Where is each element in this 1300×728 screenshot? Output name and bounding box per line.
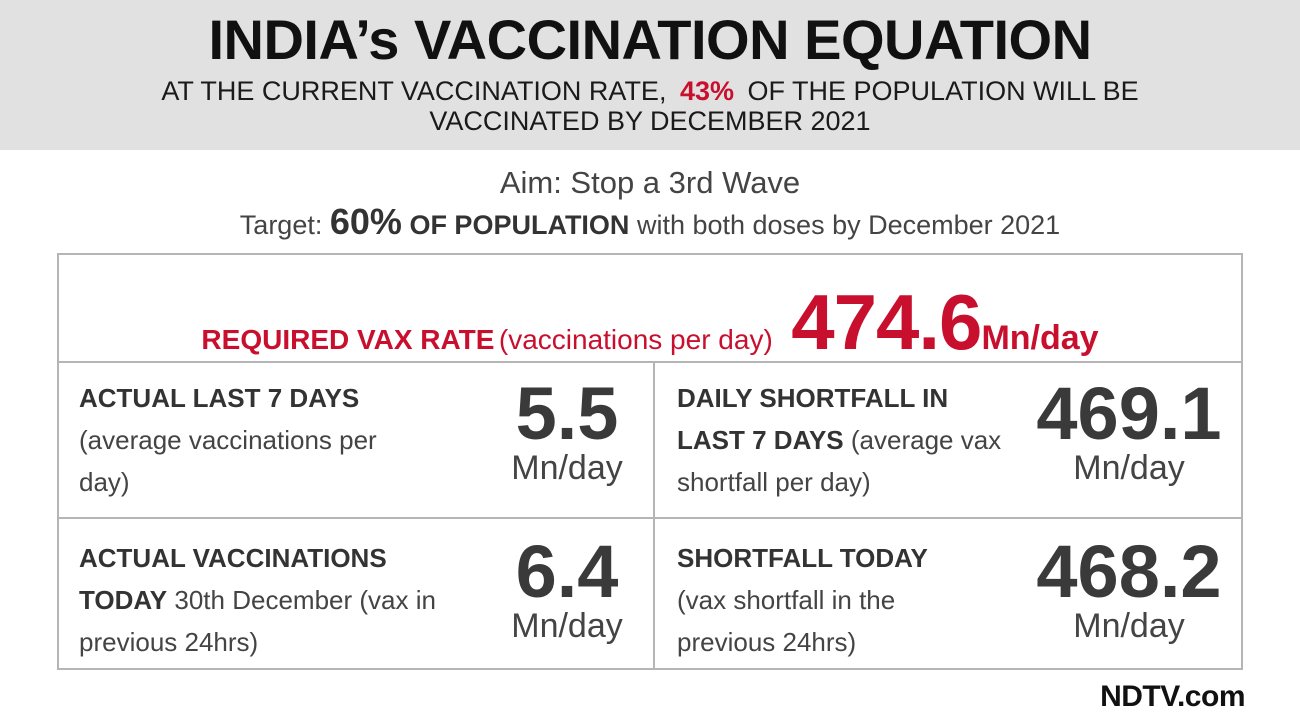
required-rate-row: REQUIRED VAX RATE (vaccinations per day)… [59, 277, 1241, 368]
required-rate-label: REQUIRED VAX RATE [201, 324, 495, 355]
target-prefix: Target: [239, 210, 323, 240]
cell-bold: SHORTFALL TODAY [677, 543, 928, 573]
cell-bold: DAILY SHORTFALL IN LAST 7 DAYS [677, 383, 949, 455]
subtitle-percentage: 43% [679, 76, 735, 106]
cell-actual-today: ACTUAL VACCINATIONS TODAY 30th December … [59, 519, 653, 668]
stats-box: REQUIRED VAX RATE (vaccinations per day)… [57, 253, 1243, 670]
cell-unit: Mn/day [511, 607, 623, 645]
required-rate-note: (vaccinations per day) [498, 324, 773, 355]
cell-text: (vax shortfall in the previous 24hrs) [677, 585, 896, 657]
cell-figure: 468.2 Mn/day [1017, 530, 1241, 646]
cell-value: 6.4 [515, 530, 619, 613]
cell-figure: 5.5 Mn/day [479, 372, 655, 488]
cell-figure: 6.4 Mn/day [479, 530, 655, 646]
subtitle-before: AT THE CURRENT VACCINATION RATE, [161, 76, 667, 106]
cell-description: SHORTFALL TODAY (vax shortfall in the pr… [677, 537, 977, 663]
required-rate-value: 474.6 [791, 278, 982, 366]
cell-value: 5.5 [515, 372, 619, 455]
cell-description: DAILY SHORTFALL IN LAST 7 DAYS (average … [677, 377, 1007, 503]
cell-bold: ACTUAL LAST 7 DAYS [79, 383, 360, 413]
divider-vertical [653, 363, 655, 668]
cell-unit: Mn/day [511, 449, 623, 487]
cell-text: (average vax shortfall per day) [677, 425, 1002, 497]
cell-unit: Mn/day [1073, 449, 1185, 487]
header-banner: INDIA’s VACCINATION EQUATION AT THE CURR… [0, 0, 1300, 150]
cell-bold: ACTUAL VACCINATIONS TODAY [79, 543, 387, 615]
header-subtitle: AT THE CURRENT VACCINATION RATE, 43% OF … [150, 76, 1150, 136]
cell-figure: 469.1 Mn/day [1017, 372, 1241, 488]
target-percentage: 60% [329, 201, 402, 242]
cell-daily-shortfall: DAILY SHORTFALL IN LAST 7 DAYS (average … [655, 363, 1241, 517]
cell-value: 468.2 [1036, 530, 1222, 613]
cell-description: ACTUAL VACCINATIONS TODAY 30th December … [79, 537, 459, 663]
cell-text: 30th December (vax in previous 24hrs) [79, 585, 436, 657]
ndtv-logo: NDTV.com [1100, 680, 1245, 713]
aim-line: Aim: Stop a 3rd Wave [499, 165, 801, 200]
cell-actual-last-7-days: ACTUAL LAST 7 DAYS (average vaccinations… [59, 363, 653, 517]
subtitle-after: OF THE POPULATION WILL BE VACCINATED BY … [429, 76, 1139, 136]
divider-horizontal-2 [59, 517, 1241, 519]
target-bold: OF POPULATION [409, 210, 630, 240]
target-suffix: with both doses by December 2021 [636, 210, 1061, 240]
divider-horizontal-1 [59, 361, 1241, 363]
cell-description: ACTUAL LAST 7 DAYS (average vaccinations… [79, 377, 389, 503]
page-title: INDIA’s VACCINATION EQUATION [208, 8, 1092, 71]
required-rate-unit: Mn/day [981, 319, 1099, 357]
cell-shortfall-today: SHORTFALL TODAY (vax shortfall in the pr… [655, 519, 1241, 668]
cell-value: 469.1 [1036, 372, 1222, 455]
target-line: Target: 60% OF POPULATION with both dose… [0, 202, 1300, 245]
cell-unit: Mn/day [1073, 607, 1185, 645]
cell-text: (average vaccinations per day) [79, 425, 377, 497]
